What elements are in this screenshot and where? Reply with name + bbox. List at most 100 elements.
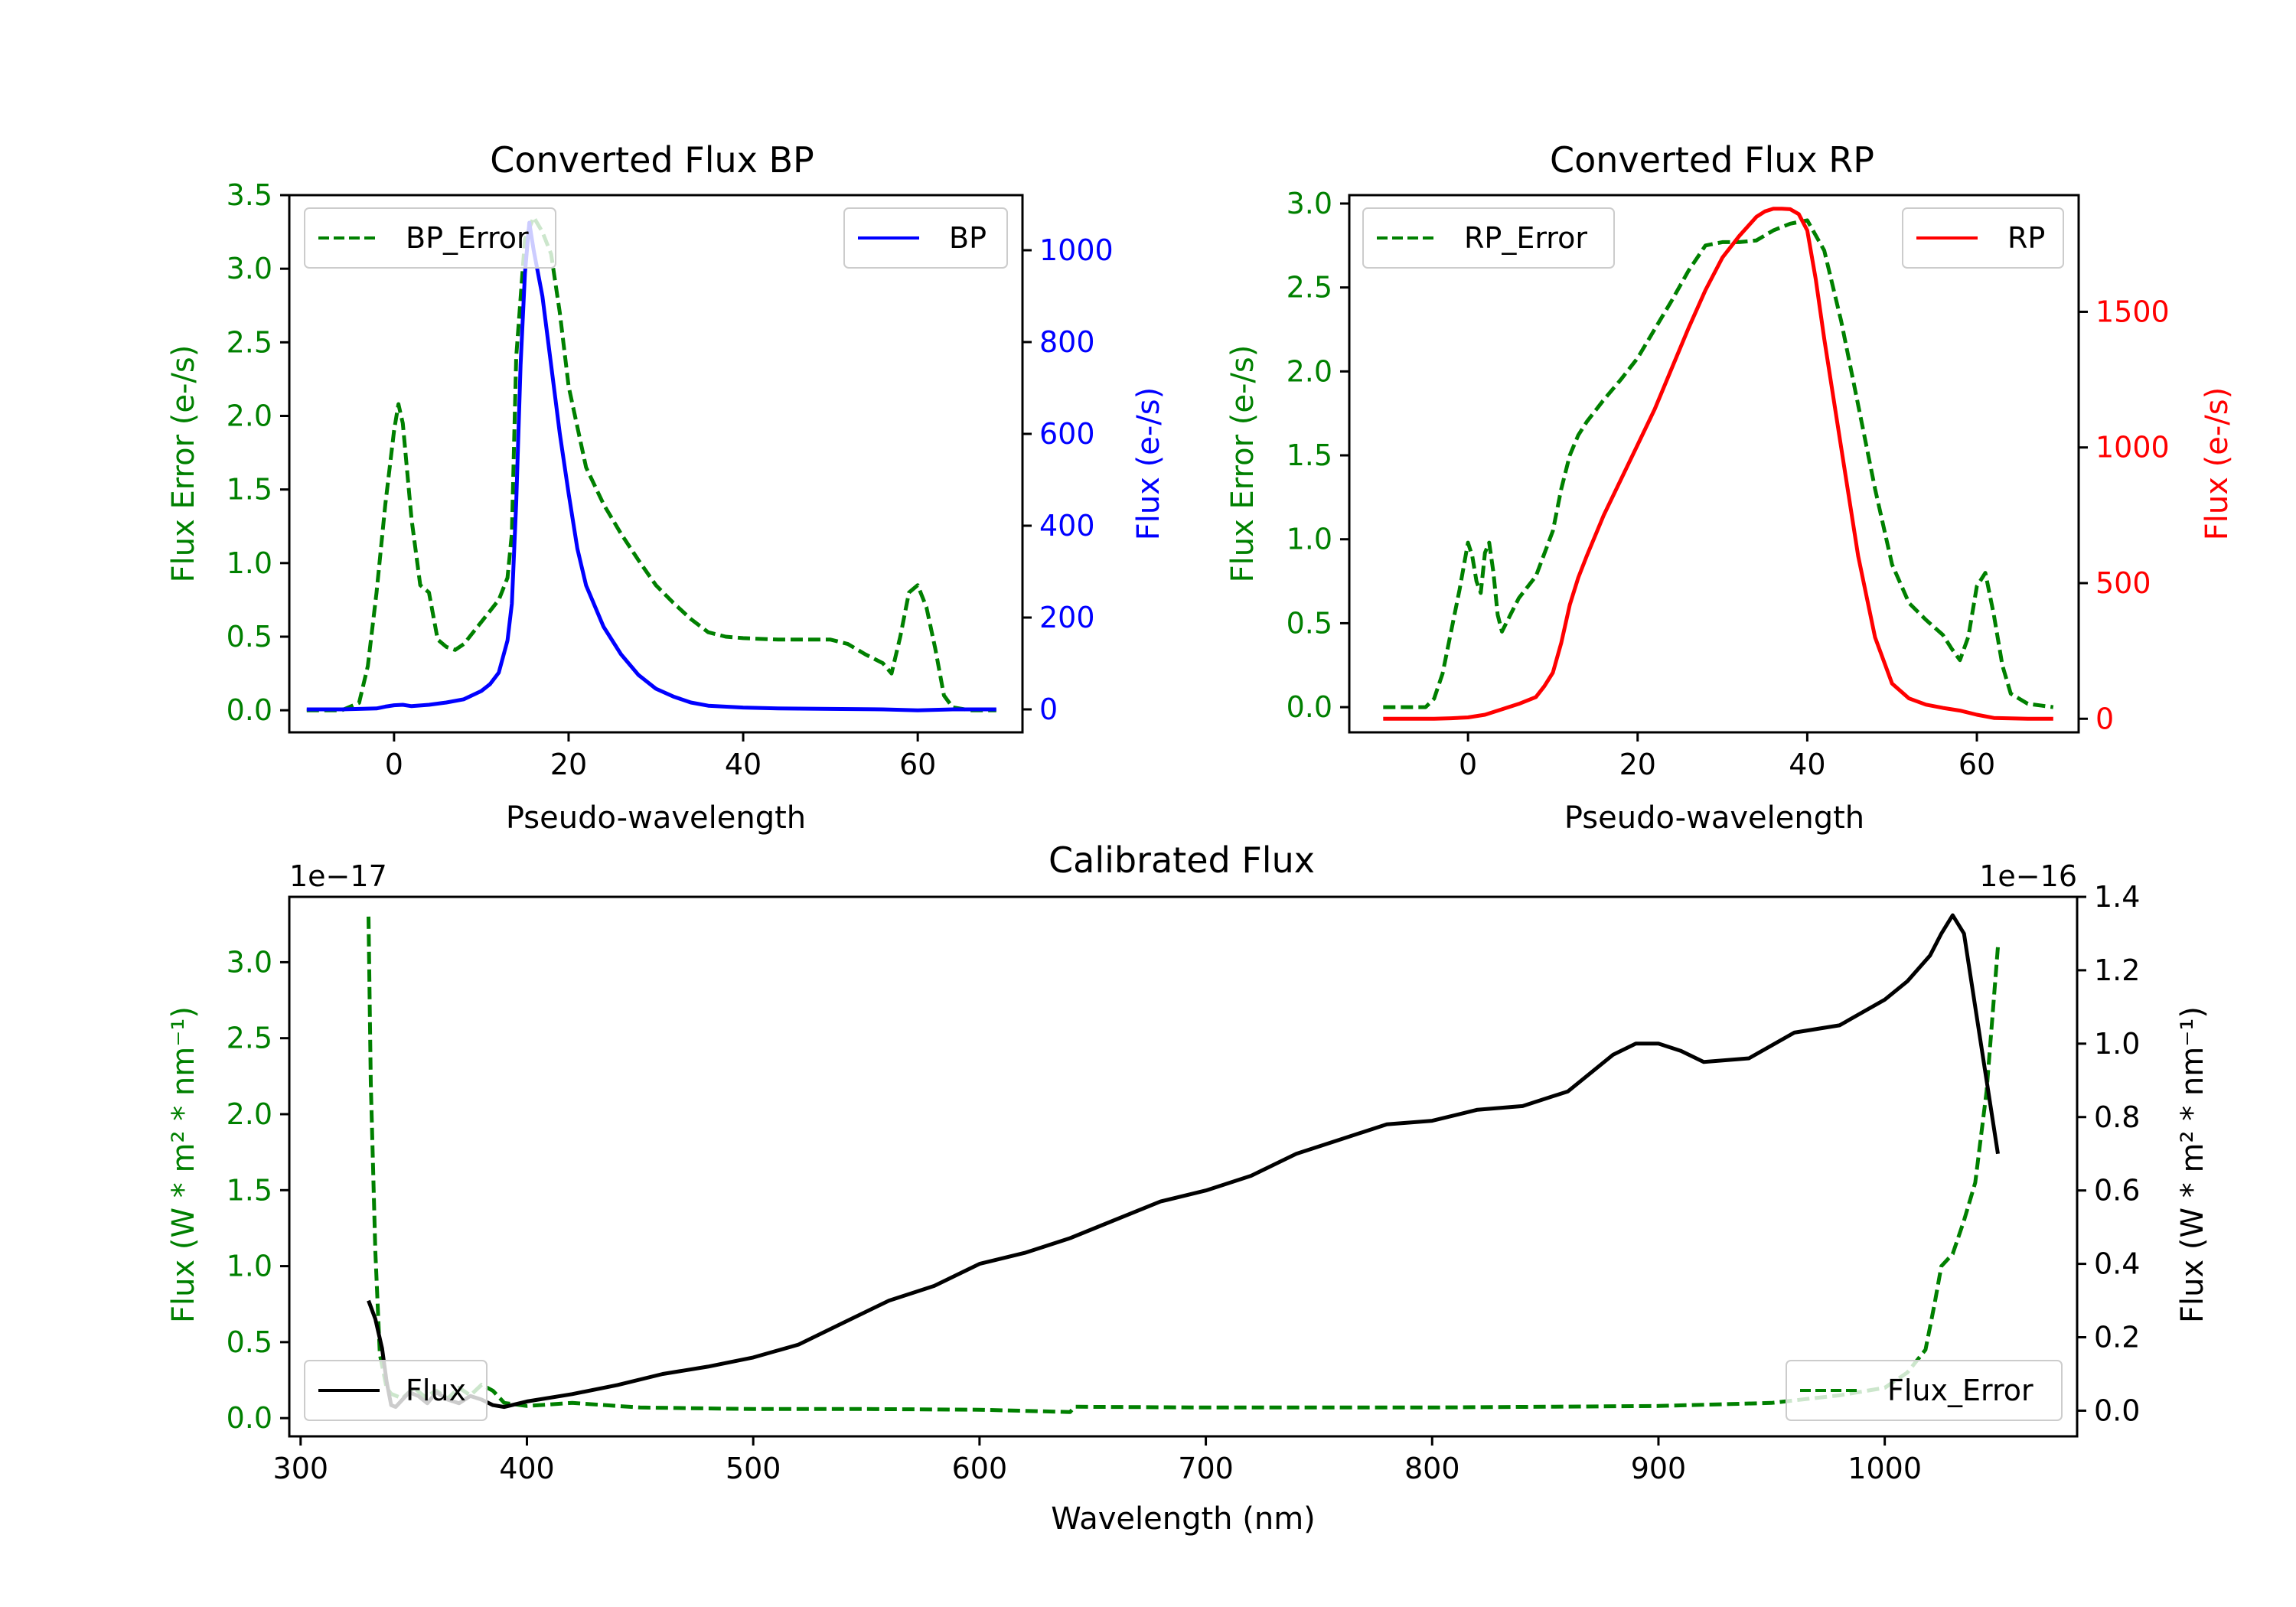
rp-y-left-tick-label: 2.0	[1287, 354, 1332, 388]
calibrated-offset-right: 1e−16	[1979, 859, 2077, 893]
bp-y-right-tick-label: 800	[1039, 325, 1095, 359]
rp-y-left-tick-label: 2.5	[1287, 271, 1332, 305]
rp-y-right-tick-label: 1000	[2095, 431, 2170, 464]
bp-x-tick-label: 20	[550, 748, 587, 781]
bp-y-left-tick-label: 1.0	[227, 546, 272, 580]
calibrated-legend-flux-label: Flux	[406, 1374, 466, 1407]
bp-x-tick-label: 0	[385, 748, 403, 781]
bp-y-left-tick-label: 0.0	[227, 693, 272, 727]
rp-y-left-tick-label: 0.0	[1287, 690, 1332, 724]
calibrated-y-left-ticks: 0.0 0.5 1.0 1.5 2.0 2.5 3.0	[227, 945, 289, 1435]
calibrated-y-left-tick-label: 3.0	[227, 945, 272, 979]
rp-y-left-ticks: 0.0 0.5 1.0 1.5 2.0 2.5 3.0	[1287, 187, 1349, 724]
rp-legend-error-label: RP_Error	[1464, 221, 1587, 255]
bp-y-right-tick-label: 600	[1039, 417, 1095, 451]
bp-series-bp-error	[306, 215, 996, 712]
calibrated-y-left-tick-label: 2.0	[227, 1097, 272, 1131]
calibrated-x-tick-label: 700	[1178, 1452, 1234, 1485]
calibrated-x-tick-label: 800	[1404, 1452, 1460, 1485]
calibrated-legend-flux: Flux	[304, 1360, 488, 1421]
rp-legend-error-box	[1362, 207, 1615, 269]
calibrated-y-right-ticks: 0.0 0.2 0.4 0.6 0.8 1.0 1.2 1.4	[2077, 880, 2140, 1427]
bp-x-tick-label: 60	[899, 748, 936, 781]
calibrated-y-right-tick-label: 1.2	[2094, 953, 2140, 987]
bp-y-left-tick-label: 2.0	[227, 399, 272, 432]
calibrated-x-label: Wavelength (nm)	[1051, 1501, 1316, 1537]
rp-y-right-tick-label: 0	[2095, 702, 2114, 735]
rp-y-left-label: Flux Error (e-/s)	[1225, 345, 1261, 583]
bp-y-left-tick-label: 3.5	[227, 178, 272, 212]
bp-axes-frame	[288, 194, 1024, 734]
bp-legend-error-box	[304, 207, 556, 269]
bp-legend-flux-box	[843, 207, 1008, 269]
rp-x-tick-label: 40	[1789, 748, 1825, 781]
calibrated-x-tick-label: 600	[952, 1452, 1008, 1485]
rp-y-left-tick-label: 3.0	[1287, 187, 1332, 220]
calibrated-x-tick-label: 900	[1631, 1452, 1687, 1485]
calibrated-y-right-tick-label: 0.2	[2094, 1321, 2140, 1354]
rp-x-tick-label: 0	[1459, 748, 1477, 781]
calibrated-y-left-tick-label: 0.0	[227, 1401, 272, 1435]
calibrated-y-right-tick-label: 0.4	[2094, 1247, 2140, 1281]
calibrated-y-right-tick-label: 1.4	[2094, 880, 2140, 914]
calibrated-legend-error-box	[1786, 1360, 2063, 1421]
calibrated-x-tick-label: 300	[273, 1452, 329, 1485]
rp-y-left-tick-label: 1.5	[1287, 438, 1332, 472]
rp-series-rp	[1383, 207, 2053, 721]
calibrated-legend-error: Flux_Error	[1786, 1360, 2063, 1421]
rp-series-rp-error	[1383, 218, 2054, 709]
calibrated-y-right-tick-label: 0.8	[2094, 1100, 2140, 1134]
rp-legend-flux-box	[1902, 207, 2064, 269]
bp-legend-error-label: BP_Error	[406, 221, 529, 255]
bp-panel: Converted Flux BP Pseudo-wavelength Flux…	[166, 139, 1166, 836]
bp-y-right-label: Flux (e-/s)	[1131, 387, 1166, 540]
rp-x-tick-label: 60	[1958, 748, 1995, 781]
rp-panel: Converted Flux RP Pseudo-wavelength Flux…	[1225, 139, 2235, 836]
bp-y-right-tick-label: 200	[1039, 601, 1095, 634]
bp-x-label: Pseudo-wavelength	[506, 800, 806, 836]
bp-y-right-ticks: 0 200 400 600 800 1000	[1022, 233, 1114, 726]
rp-legend-error: RP_Error	[1362, 207, 1615, 269]
calibrated-y-right-tick-label: 0.6	[2094, 1174, 2140, 1208]
calibrated-y-left-tick-label: 1.5	[227, 1173, 272, 1207]
calibrated-y-left-tick-label: 0.5	[227, 1325, 272, 1359]
bp-y-right-tick-label: 0	[1039, 693, 1058, 726]
rp-plot-area	[1383, 207, 2054, 721]
bp-y-left-tick-label: 0.5	[227, 620, 272, 654]
rp-y-right-tick-label: 500	[2095, 566, 2151, 600]
calibrated-y-right-label: Flux (W * m² * nm⁻¹)	[2175, 1006, 2210, 1323]
rp-legend-flux: RP	[1902, 207, 2064, 269]
bp-legend-flux-label: BP	[949, 221, 987, 255]
bp-y-left-tick-label: 3.0	[227, 252, 272, 285]
rp-y-right-ticks: 0 500 1000 1500	[2079, 295, 2170, 735]
bp-y-left-tick-label: 2.5	[227, 325, 272, 359]
calibrated-title: Calibrated Flux	[1049, 839, 1315, 881]
rp-x-tick-label: 20	[1619, 748, 1656, 781]
rp-y-right-label: Flux (e-/s)	[2200, 387, 2235, 540]
bp-title: Converted Flux BP	[490, 139, 814, 181]
rp-x-ticks: 0 20 40 60	[1459, 732, 1995, 781]
bp-y-right-tick-label: 400	[1039, 509, 1095, 543]
calibrated-x-tick-label: 400	[499, 1452, 555, 1485]
calibrated-offset-left: 1e−17	[289, 859, 387, 893]
calibrated-y-right-tick-label: 0.0	[2094, 1393, 2140, 1427]
calibrated-y-left-label: Flux (W * m² * nm⁻¹)	[166, 1006, 201, 1323]
calibrated-x-ticks: 300 400 500 600 700 800 900 1000	[273, 1436, 1922, 1485]
bp-y-left-label: Flux Error (e-/s)	[166, 345, 201, 583]
bp-legend-flux: BP	[843, 207, 1008, 269]
calibrated-x-tick-label: 1000	[1848, 1452, 1922, 1485]
calibrated-y-left-tick-label: 2.5	[227, 1022, 272, 1055]
bp-y-left-ticks: 0.0 0.5 1.0 1.5 2.0 2.5 3.0 3.5	[227, 178, 289, 727]
calibrated-y-left-tick-label: 1.0	[227, 1250, 272, 1283]
calibrated-axes-frame	[288, 895, 2079, 1438]
rp-y-left-tick-label: 0.5	[1287, 606, 1332, 640]
rp-y-right-tick-label: 1500	[2095, 295, 2170, 328]
calibrated-legend-flux-box	[304, 1360, 488, 1421]
bp-x-tick-label: 40	[725, 748, 762, 781]
calibrated-y-right-tick-label: 1.0	[2094, 1027, 2140, 1061]
bp-legend-error: BP_Error	[304, 207, 556, 269]
rp-legend-flux-label: RP	[2007, 221, 2045, 255]
bp-y-right-tick-label: 1000	[1039, 233, 1114, 267]
calibrated-legend-error-label: Flux_Error	[1887, 1374, 2033, 1407]
